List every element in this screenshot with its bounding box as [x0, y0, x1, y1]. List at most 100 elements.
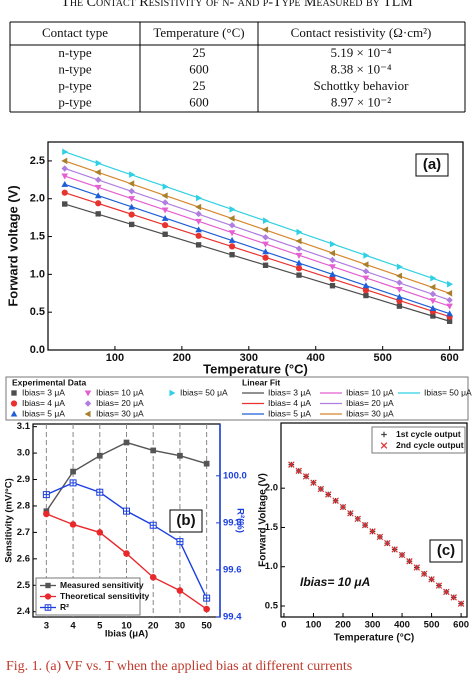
data-point	[430, 274, 437, 282]
data-point	[325, 491, 332, 498]
data-point	[362, 287, 370, 294]
data-point	[203, 460, 210, 467]
table-header: Contact type	[42, 25, 108, 40]
data-point	[369, 528, 376, 535]
data-point	[295, 467, 302, 475]
data-point	[329, 264, 336, 271]
data-point	[43, 510, 50, 518]
data-point	[429, 283, 436, 291]
data-point	[362, 268, 370, 275]
data-point	[429, 290, 437, 298]
data-point	[94, 176, 102, 184]
x-axis-label: Ibias (μA)	[105, 629, 148, 640]
data-point	[329, 275, 336, 283]
data-point	[195, 210, 202, 218]
data-point	[329, 270, 336, 277]
data-point	[42, 491, 50, 499]
x-tick-label: 600	[453, 620, 469, 631]
y-tick-label: 0.5	[30, 306, 45, 318]
x-tick-label: 200	[173, 352, 191, 364]
data-point	[123, 439, 130, 446]
y-tick-label: 2.0	[30, 193, 45, 205]
data-point	[128, 196, 135, 203]
data-point	[123, 550, 130, 557]
y-tick-label: 2.7	[17, 527, 30, 538]
legend-label: Ibias= 5 μA	[268, 408, 311, 418]
legend-label: Ibias= 50 μA	[424, 387, 472, 397]
fit-line	[64, 160, 450, 294]
data-point	[228, 243, 236, 250]
legend-label: Ibias= 4 μA	[22, 398, 65, 408]
panel-label: (c)	[437, 542, 455, 559]
data-point	[203, 605, 210, 613]
data-point	[94, 184, 102, 191]
data-point	[384, 539, 391, 547]
data-point	[295, 252, 303, 259]
data-point	[262, 241, 269, 248]
data-point	[262, 234, 269, 241]
y-tick-label: 1.5	[265, 522, 279, 533]
legend-label: Ibias= 50 μA	[180, 387, 228, 397]
data-point	[61, 157, 68, 165]
table-header: Temperature (°C)	[153, 25, 244, 40]
legend-marker	[11, 390, 17, 396]
data-point	[128, 203, 135, 210]
data-point	[447, 280, 454, 288]
legend-label: Ibias= 5 μA	[22, 408, 65, 418]
data-point	[162, 231, 168, 237]
legend-label: Ibias= 20 μA	[346, 398, 394, 408]
x-axis-label: Temperature (°C)	[334, 633, 415, 644]
x-tick-label: 4	[70, 621, 76, 632]
data-point	[310, 479, 317, 486]
data-point	[288, 461, 295, 468]
data-point	[262, 248, 269, 255]
y-tick-label: 0.5	[265, 601, 279, 612]
data-point	[70, 468, 76, 475]
legend-label: Ibias= 10 μA	[346, 387, 394, 397]
data-point	[329, 256, 336, 264]
y-tick-label: 1.0	[265, 561, 278, 572]
data-point	[228, 236, 236, 243]
table-cell: 25	[193, 78, 206, 93]
data-point	[329, 283, 336, 289]
data-point	[361, 521, 369, 529]
x-tick-label: 50	[201, 621, 212, 632]
data-point	[69, 479, 77, 487]
y-tick-label: 2.0	[265, 483, 278, 494]
y2-tick-label: 99.6	[223, 564, 242, 575]
data-point	[329, 240, 336, 248]
plot-frame	[47, 141, 464, 351]
data-point	[362, 261, 369, 268]
data-point	[354, 515, 361, 523]
data-point	[429, 298, 437, 305]
legend-box	[5, 376, 469, 421]
y2-tick-label: 99.4	[223, 612, 242, 623]
data-point	[161, 192, 168, 200]
data-point	[450, 594, 457, 601]
fit-line	[64, 183, 450, 315]
table-cell: n-type	[58, 45, 91, 60]
data-point	[229, 206, 236, 213]
data-point	[347, 510, 354, 517]
legend-label: Ibias= 30 μA	[96, 408, 144, 418]
panel-label-box	[415, 153, 449, 177]
y2-tick-label: 100.0	[223, 470, 247, 481]
x-tick-label: 600	[440, 352, 458, 364]
legend-marker	[380, 442, 388, 449]
x-tick-label: 100	[106, 352, 124, 364]
table-cell: 8.97 × 10⁻²	[331, 94, 391, 109]
data-point	[96, 488, 104, 496]
data-point	[162, 222, 169, 229]
data-point	[61, 180, 69, 187]
legend-label: Theoretical sensitivity	[60, 591, 150, 601]
data-point	[195, 203, 202, 211]
data-point	[262, 226, 269, 234]
data-point	[339, 503, 347, 511]
data-point	[128, 187, 135, 195]
table-cell: p-type	[58, 78, 91, 93]
data-point	[363, 292, 369, 299]
y-tick-label: 2.9	[17, 474, 30, 485]
table-cell: 5.19 × 10⁻⁴	[331, 45, 392, 60]
panel-label: (a)	[423, 156, 441, 173]
data-point	[62, 148, 69, 156]
